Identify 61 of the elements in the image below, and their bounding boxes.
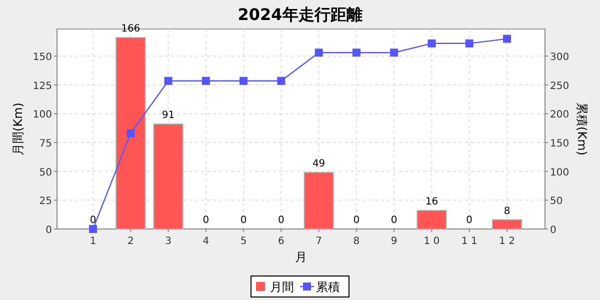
- point: [164, 76, 172, 85]
- x-tick-label: 5: [240, 236, 247, 247]
- data-label: 166: [121, 24, 140, 35]
- x-tick-label: 1 2: [499, 236, 515, 247]
- data-label: 16: [425, 196, 438, 208]
- x-tick-label: 1: [90, 236, 96, 247]
- y-axis-title: 月間(Km): [11, 102, 25, 156]
- y2-tick-label: 150: [550, 138, 570, 150]
- x-tick-label: 2: [127, 236, 134, 247]
- y-tick-label: 125: [32, 80, 52, 92]
- chart-title: 2024年走行距離: [238, 5, 362, 24]
- point: [240, 76, 248, 85]
- y-tick-label: 100: [32, 110, 52, 121]
- data-label: 0: [202, 215, 210, 226]
- data-label: 0: [466, 215, 473, 226]
- x-tick-label: 7: [316, 236, 322, 247]
- x-axis-title: 月: [295, 250, 307, 264]
- bar: [304, 172, 334, 230]
- x-tick-label: 4: [202, 236, 210, 247]
- bar: [153, 124, 184, 230]
- y2-tick-label: 0: [550, 225, 556, 236]
- point: [428, 39, 436, 48]
- y-tick-label: 25: [39, 196, 52, 208]
- y2-tick-label: 250: [550, 80, 570, 92]
- point: [314, 48, 323, 57]
- data-label: 0: [278, 215, 284, 226]
- data-label: 8: [504, 206, 510, 217]
- x-tick-label: 1 1: [461, 236, 478, 247]
- point: [277, 76, 286, 85]
- y2-tick-label: 50: [550, 196, 563, 208]
- y2-tick-label: 300: [550, 52, 570, 64]
- point: [89, 225, 97, 233]
- data-label: 0: [390, 215, 398, 226]
- legend-label: 月間: [270, 280, 294, 294]
- data-label: 0: [353, 215, 360, 226]
- point: [503, 34, 511, 43]
- y2-tick-label: 100: [550, 167, 570, 178]
- point: [202, 76, 210, 85]
- x-tick-label: 6: [278, 236, 284, 247]
- y-tick-label: 50: [39, 167, 52, 178]
- data-label: 49: [312, 158, 326, 170]
- bar: [492, 219, 522, 230]
- data-label: 0: [240, 215, 247, 226]
- x-tick-label: 1 0: [424, 236, 440, 247]
- y2-tick-label: 200: [550, 110, 570, 121]
- bar: [416, 210, 447, 230]
- x-tick-label: 8: [353, 236, 360, 247]
- point: [465, 39, 474, 48]
- y-tick-label: 75: [39, 138, 52, 150]
- y2-axis-title: 累積(Km): [575, 102, 589, 156]
- x-tick-label: 3: [165, 236, 172, 247]
- legend-label: 累積: [316, 280, 340, 294]
- data-label: 91: [162, 110, 175, 122]
- bar: [116, 37, 146, 230]
- x-tick-label: 9: [390, 236, 398, 247]
- point: [126, 129, 135, 138]
- point: [390, 48, 398, 57]
- y-tick-label: 150: [32, 52, 52, 64]
- y-tick-label: 0: [46, 225, 52, 236]
- data-label: 0: [90, 215, 96, 226]
- point: [352, 48, 360, 57]
